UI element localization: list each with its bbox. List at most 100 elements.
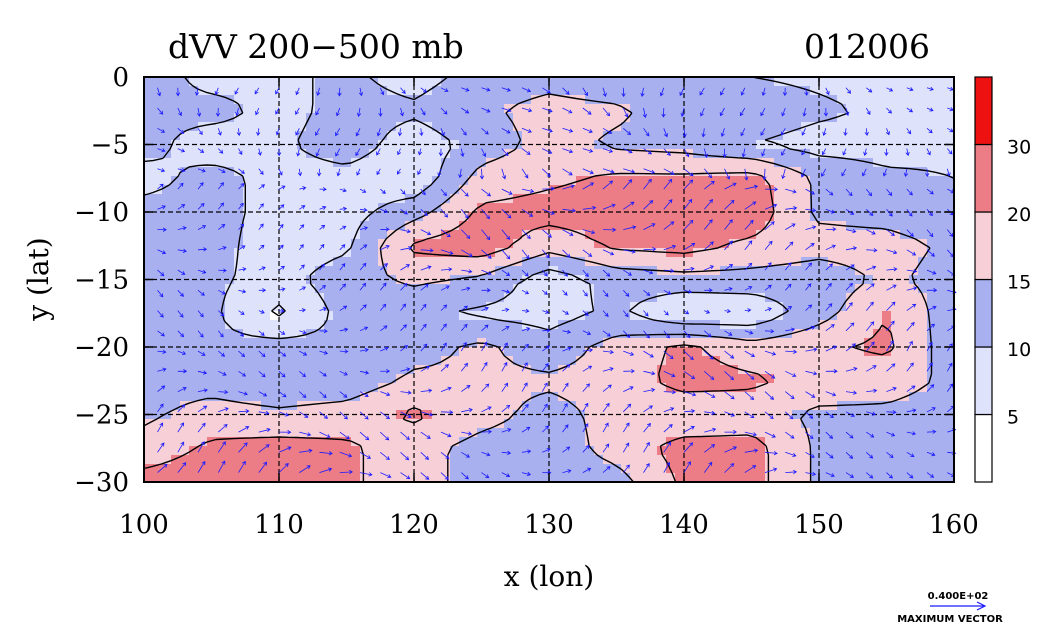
field-cell [450, 365, 460, 375]
wind-vector [622, 442, 630, 453]
field-cell [252, 167, 262, 177]
field-cell [882, 230, 892, 240]
field-cell [468, 302, 478, 312]
field-cell [207, 122, 217, 132]
wind-vector [663, 199, 673, 210]
field-cell [936, 365, 946, 375]
wind-vector [926, 209, 933, 217]
field-cell [252, 311, 262, 321]
field-cell [261, 203, 271, 213]
field-cell [774, 266, 784, 276]
field-cell [144, 212, 154, 222]
wind-vector [643, 330, 650, 339]
field-cell [261, 122, 271, 132]
field-cell [792, 122, 802, 132]
field-cell [306, 167, 316, 177]
field-cell [639, 149, 649, 159]
field-cell [477, 365, 487, 375]
field-cell [945, 176, 955, 186]
wind-vector [380, 325, 388, 332]
field-cell [855, 392, 865, 402]
field-cell [495, 311, 505, 321]
field-cell [315, 365, 325, 375]
field-cell [450, 383, 460, 393]
field-cell [873, 446, 883, 456]
field-cell [486, 302, 496, 312]
field-cell [918, 320, 928, 330]
wind-vector [177, 182, 184, 190]
field-cell [387, 221, 397, 231]
field-cell [675, 410, 685, 420]
field-cell [657, 320, 667, 330]
field-cell [819, 419, 829, 429]
field-cell [630, 104, 640, 114]
field-cell [846, 104, 856, 114]
field-cell [288, 248, 298, 258]
field-cell [855, 131, 865, 141]
wind-vector [177, 441, 185, 453]
field-cell [252, 401, 262, 411]
wind-vector [683, 198, 693, 210]
field-cell [414, 203, 424, 213]
field-cell [441, 401, 451, 411]
wind-vector [420, 248, 434, 253]
field-cell [324, 473, 334, 483]
field-cell [504, 302, 514, 312]
field-cell [657, 239, 667, 249]
field-cell [495, 374, 505, 384]
field-cell [459, 176, 469, 186]
field-cell [882, 302, 892, 312]
field-cell [891, 104, 901, 114]
field-cell [306, 419, 316, 429]
wind-vector [521, 327, 531, 332]
wind-vector [275, 128, 280, 136]
field-cell [162, 365, 172, 375]
wind-vector [541, 362, 549, 372]
field-cell [531, 329, 541, 339]
field-cell [450, 401, 460, 411]
field-cell [684, 122, 694, 132]
wind-vector [744, 370, 755, 380]
field-cell [153, 95, 163, 105]
wind-vector [805, 391, 816, 398]
wind-vector [663, 330, 670, 339]
field-cell [621, 122, 631, 132]
field-cell [252, 221, 262, 231]
wind-vector [622, 464, 630, 473]
field-cell [684, 329, 694, 339]
field-cell [162, 77, 172, 87]
field-cell [693, 167, 703, 177]
field-cell [864, 176, 874, 186]
field-cell [513, 302, 523, 312]
field-cell [459, 392, 469, 402]
field-cell [558, 320, 568, 330]
field-cell [666, 419, 676, 429]
field-cell [738, 221, 748, 231]
field-cell [612, 230, 622, 240]
field-cell [405, 113, 415, 123]
field-cell [144, 311, 154, 321]
field-cell [234, 464, 244, 474]
wind-vector [764, 203, 778, 210]
field-cell [540, 212, 550, 222]
field-cell [144, 284, 154, 294]
field-cell [162, 302, 172, 312]
field-cell [216, 86, 226, 96]
field-cell [486, 428, 496, 438]
field-cell [675, 167, 685, 177]
wind-vector [378, 107, 383, 117]
field-cell [819, 365, 829, 375]
wind-vector [785, 188, 797, 194]
field-cell [549, 212, 559, 222]
field-cell [333, 392, 343, 402]
field-cell [261, 338, 271, 348]
field-cell [378, 203, 388, 213]
wind-vector [602, 310, 609, 317]
wind-vector [501, 326, 510, 332]
field-cell [207, 464, 217, 474]
field-cell [369, 104, 379, 114]
field-cell [720, 176, 730, 186]
field-cell [288, 329, 298, 339]
field-cell [747, 104, 757, 114]
field-cell [792, 212, 802, 222]
